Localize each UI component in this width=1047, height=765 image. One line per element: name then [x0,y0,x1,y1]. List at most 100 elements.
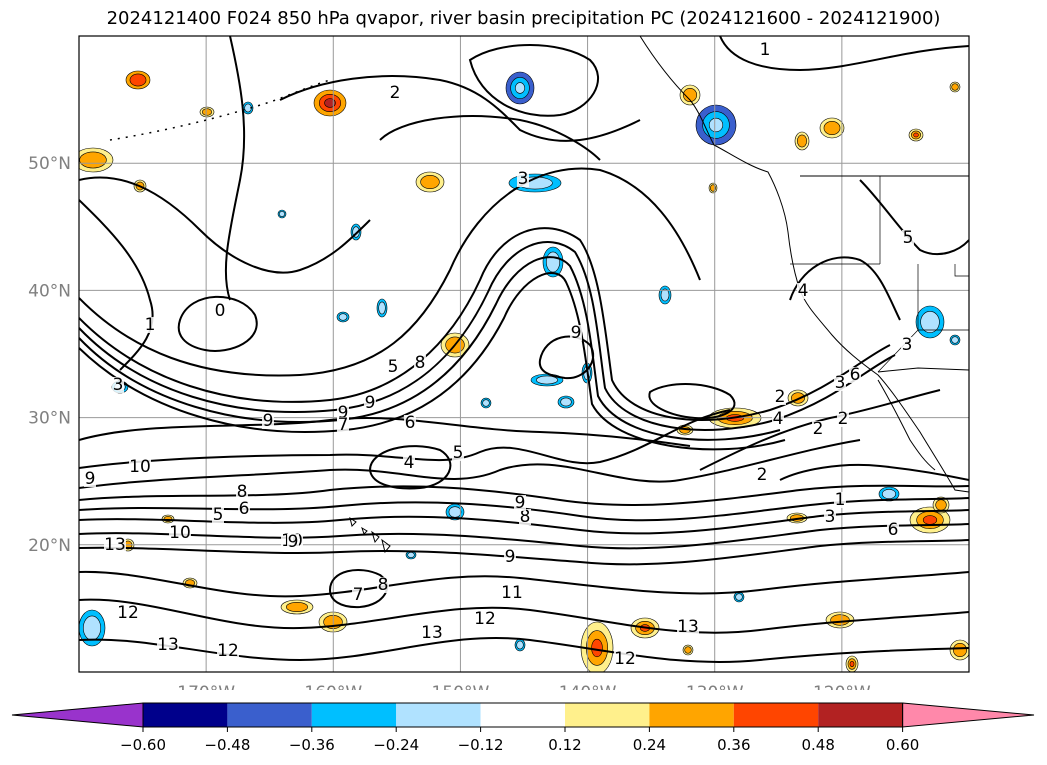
colorbar-swatch [565,703,650,727]
coastlines [109,36,969,554]
contour-label: 9 [505,547,516,567]
qvapor-contour-line [177,295,258,352]
qvapor-contour-line [279,75,641,142]
longitude-label: 160°W [304,683,362,690]
contour-label-bg [238,501,250,517]
contour-label-bg [452,445,464,461]
colorbar-tick-label: 0.48 [801,736,834,754]
contour-label: 1 [835,490,846,510]
qvapor-contour-line [859,179,969,256]
contour-label-bg [214,303,226,319]
contour-label-bg [514,495,526,511]
precipitation-anomaly-patch [545,251,560,273]
contour-label: 3 [825,507,836,527]
contour-label-bg [834,375,846,391]
latitude-labels: 50°N 40°N 30°N 20°N [28,154,71,556]
precipitation-anomaly-patch [684,646,692,654]
contour-label-bg [887,522,899,538]
contour-label-bg [104,537,126,553]
colorbar-swatches [11,702,1035,728]
precipitation-anomaly-patch [735,593,743,601]
contour-label: 2 [757,465,768,485]
precipitation-anomaly-patch [338,313,348,321]
contour-label: 5 [213,505,224,525]
qvapor-contour-line [79,439,861,489]
contour-label-bg [759,42,771,58]
precipitation-anomaly-patch [82,615,102,641]
qvapor-contour-line [538,335,595,380]
contour-label: 2 [775,387,786,407]
qvapor-contour-line [468,44,600,117]
contour-label-bg [756,467,768,483]
contour-label: 6 [888,520,899,540]
precipitation-anomaly-patch [202,108,212,116]
contour-label-bg [474,611,496,627]
colorbar-tick-label: −0.24 [373,736,419,754]
contour-label: 5 [453,443,464,463]
colorbar-swatch [480,703,565,727]
contour-label: 3 [902,335,913,355]
precipitation-anomaly-patch [830,614,850,626]
colorbar-extend-low [11,702,144,728]
contour-label: 9 [571,323,582,343]
contour-label: 1 [760,40,771,60]
precipitation-anomaly-patch [420,175,440,190]
colorbar-tick-label: −0.48 [204,736,250,754]
colorbar-tick-label: 0.36 [717,736,750,754]
contour-labels: 1230139859996745103242261098658991310789… [84,40,914,669]
contour-label: 4 [798,281,809,301]
contour-label: 12 [474,609,496,629]
contour-label: 2 [813,419,824,439]
precipitation-anomaly-patch [952,642,967,657]
contour-label-bg [117,605,139,621]
contour-label: 4 [773,409,784,429]
contour-label-bg [129,459,151,475]
precipitation-anomaly-patch [378,301,386,315]
contour-label-bg [377,577,389,593]
contour-label: 3 [113,375,124,395]
contour-label: 13 [421,623,443,643]
contour-label-bg [144,317,156,333]
precipitation-anomaly-patch [407,552,415,558]
qvapor-contour-line [79,409,731,469]
colorbar-tick-label: −0.12 [458,736,504,754]
contour-label: 5 [388,357,399,377]
precipitation-anomaly-patch [591,638,603,658]
contour-label: 8 [378,575,389,595]
contour-label-bg [404,415,416,431]
qvapor-contour-line [79,241,896,431]
qvapor-contour-line [719,36,969,72]
contour-label-bg [403,455,415,471]
qvapor-contour-line [699,389,941,471]
colorbar-swatch [649,703,734,727]
latitude-label: 30°N [28,409,71,429]
qvapor-contour-line [379,115,601,161]
contour-label: 6 [405,413,416,433]
border-us-mexico [877,367,969,373]
precipitation-anomaly-patch [279,211,285,217]
contour-label: 2 [390,83,401,103]
contour-label: 11 [501,583,523,603]
contour-label-bg [901,337,913,353]
precipitation-anomaly-patch [951,83,959,91]
contour-label: 3 [835,373,846,393]
contour-label-bg [774,389,786,405]
contour-label: 7 [353,585,364,605]
contour-label: 13 [157,635,179,655]
precipitation-anomaly-patch [482,399,490,407]
precipitation-anomaly-patch [448,506,462,518]
contour-label: 3 [518,169,529,189]
graticule [79,36,969,672]
colorbar-swatch [733,703,819,727]
state-borders [790,176,969,373]
contour-label-bg [352,587,364,603]
contour-label: 10 [129,457,151,477]
latitude-label: 50°N [28,154,71,174]
qvapor-contour-line [79,598,969,634]
contour-label: 12 [614,649,636,669]
colorbar-frame [142,702,904,728]
contour-label-bg [217,643,239,659]
contour-label-bg [570,325,582,341]
contour-label-bg [501,585,523,601]
contour-label: 6 [239,499,250,519]
